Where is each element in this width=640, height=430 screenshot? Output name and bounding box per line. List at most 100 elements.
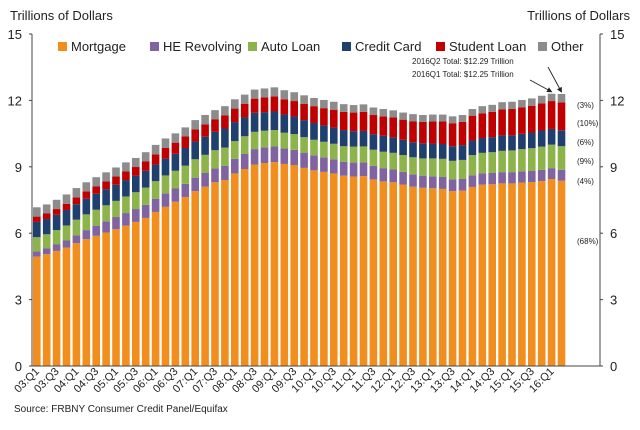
annotation-2016q1-total: 2016Q1 Total: $12.25 Trillion	[412, 70, 514, 79]
bar-segment-student-loan	[290, 101, 298, 117]
bar-segment-auto-loan	[151, 181, 160, 199]
annotations-group: (3%) (10%) (6%) (9%) (4%) (68%) 2016Q2 Total: …	[412, 57, 599, 246]
bar-segment-credit-card	[171, 153, 180, 171]
bar-segment-student-loan	[231, 108, 239, 123]
bar-segment-other	[201, 115, 209, 125]
bar-segment-student-loan	[92, 186, 100, 194]
bar-segment-student-loan	[389, 117, 397, 138]
bar-segment-student-loan	[82, 191, 91, 199]
bar-segment-credit-card	[260, 112, 269, 131]
bar-segment-mortgage	[221, 180, 229, 366]
bar-segment-other	[221, 106, 229, 116]
bar-segment-auto-loan	[82, 214, 91, 231]
bar-segment-other	[330, 101, 338, 110]
bar-segment-mortgage	[122, 225, 130, 366]
bar-segment-he-revolving	[33, 251, 41, 257]
bar-segment-he-revolving	[389, 169, 397, 183]
bar-segment-mortgage	[488, 184, 496, 366]
bar-segment-mortgage	[280, 163, 289, 366]
bar-segment-auto-loan	[141, 187, 150, 205]
bar-segment-student-loan	[488, 111, 496, 138]
y-axis-title-left: Trillions of Dollars	[10, 8, 113, 23]
bar-segment-he-revolving	[211, 168, 219, 183]
bar-segment-auto-loan	[181, 165, 190, 184]
legend-label-other: Other	[551, 39, 584, 54]
bar-segment-mortgage	[409, 186, 417, 366]
bar-segment-auto-loan	[468, 155, 477, 176]
bar-segment-credit-card	[369, 134, 378, 150]
bar-segment-he-revolving	[528, 171, 536, 183]
percent-label: (9%)	[577, 157, 594, 166]
bar-segment-auto-loan	[211, 150, 219, 169]
legend-swatch-mortgage	[58, 42, 67, 51]
bar-segment-mortgage	[62, 247, 71, 366]
bar-segment-mortgage	[161, 206, 170, 366]
bar-segment-other	[359, 104, 368, 112]
bar-segment-auto-loan	[557, 146, 566, 170]
bar-segment-other	[508, 101, 516, 110]
bar-segment-he-revolving	[52, 244, 61, 251]
bar-segment-auto-loan	[171, 170, 180, 189]
bar-segment-mortgage	[320, 171, 328, 366]
bar-segment-mortgage	[270, 162, 279, 366]
bar-segment-credit-card	[250, 112, 259, 132]
bar-segment-other	[141, 152, 150, 162]
bar-segment-credit-card	[181, 147, 190, 166]
bar-segment-other	[389, 110, 397, 118]
bar-segment-he-revolving	[171, 188, 180, 202]
bar-segment-mortgage	[310, 170, 318, 366]
bar-segment-student-loan	[320, 108, 328, 126]
bar-segment-mortgage	[82, 239, 91, 366]
bar-segment-other	[132, 157, 140, 168]
bar-segment-student-loan	[379, 116, 388, 136]
bar-segment-student-loan	[42, 213, 51, 220]
bar-segment-auto-loan	[132, 192, 140, 210]
bar-segment-auto-loan	[270, 130, 279, 147]
y-tick-label-right: 6	[610, 226, 617, 241]
bar-segment-he-revolving	[537, 169, 546, 181]
annotation-2016q2-total: 2016Q2 Total: $12.29 Trillion	[412, 57, 514, 66]
bar-segment-student-loan	[33, 216, 41, 222]
source-note: Source: FRBNY Consumer Credit Panel/Equi…	[14, 404, 228, 415]
bar-segment-auto-loan	[379, 151, 388, 169]
bar-segment-credit-card	[33, 221, 41, 238]
bar-segment-he-revolving	[260, 147, 269, 164]
bar-segment-mortgage	[448, 191, 457, 366]
bar-segment-he-revolving	[349, 162, 358, 177]
bar-segment-auto-loan	[547, 144, 556, 169]
bar-segment-other	[310, 97, 318, 107]
bar-segment-he-revolving	[92, 225, 100, 236]
bar-segment-other	[181, 127, 190, 137]
bar-segment-he-revolving	[478, 173, 487, 185]
bar-segment-student-loan	[547, 101, 556, 129]
bar-segment-auto-loan	[191, 159, 199, 178]
y-tick-label-left: 3	[15, 293, 22, 308]
bar-segment-he-revolving	[310, 155, 318, 171]
bar-segment-other	[557, 93, 566, 103]
bar-segment-student-loan	[537, 103, 546, 131]
bar-segment-mortgage	[250, 164, 259, 366]
bar-segment-he-revolving	[62, 240, 71, 248]
bar-segment-credit-card	[221, 128, 229, 148]
bar-segment-credit-card	[141, 170, 150, 188]
bar-segment-he-revolving	[161, 193, 170, 207]
bar-segment-other	[250, 89, 259, 99]
bar-segment-credit-card	[330, 127, 338, 144]
bar-segment-mortgage	[468, 186, 477, 366]
bar-segment-student-loan	[191, 129, 199, 142]
bar-segment-credit-card	[488, 137, 496, 153]
y-tick-label-left: 0	[15, 359, 22, 374]
bar-segment-he-revolving	[201, 173, 209, 187]
bar-segment-mortgage	[547, 178, 556, 366]
bar-segment-he-revolving	[508, 172, 516, 184]
bar-segment-student-loan	[62, 203, 71, 210]
y-tick-label-left: 12	[8, 93, 22, 108]
bar-segment-credit-card	[389, 137, 397, 153]
bar-segment-credit-card	[409, 142, 417, 158]
bar-segment-auto-loan	[72, 219, 81, 236]
bar-segment-mortgage	[191, 191, 199, 366]
bar-segment-student-loan	[409, 121, 417, 143]
bar-segment-other	[161, 138, 170, 148]
bar-segment-credit-card	[82, 198, 91, 215]
legend-swatch-credit-card	[342, 42, 351, 51]
